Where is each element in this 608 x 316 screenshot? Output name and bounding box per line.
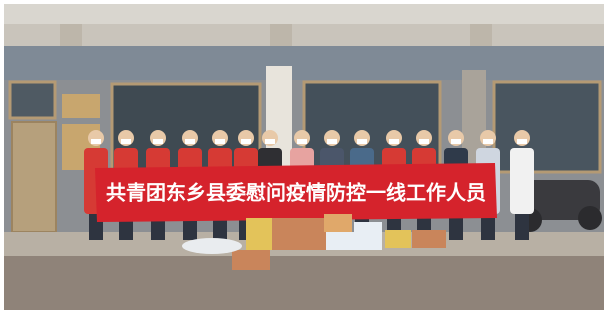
box: [246, 234, 272, 250]
mask: [517, 139, 527, 144]
torso: [510, 148, 534, 214]
box: [326, 232, 382, 250]
page: 共青团东乡县委慰问疫情防控一线工作人员 (() => { const data …: [0, 0, 608, 316]
mask: [297, 139, 307, 144]
mask: [419, 139, 429, 144]
leg: [515, 210, 529, 240]
mask: [215, 139, 225, 144]
banner-text: 共青团东乡县委慰问疫情防控一线工作人员: [106, 181, 486, 205]
mask: [327, 139, 337, 144]
box: [324, 214, 352, 232]
mask: [241, 139, 251, 144]
mask: [483, 139, 493, 144]
bag: [182, 238, 242, 254]
photo: 共青团东乡县委慰问疫情防控一线工作人员: [0, 0, 608, 316]
box: [272, 234, 298, 250]
mask: [153, 139, 163, 144]
mask: [185, 139, 195, 144]
door: [12, 122, 56, 232]
mask: [121, 139, 131, 144]
wheel: [578, 206, 602, 230]
mask: [357, 139, 367, 144]
mask: [265, 139, 275, 144]
window: [10, 82, 55, 118]
box: [354, 222, 382, 234]
roof-eave: [4, 4, 604, 24]
box: [412, 230, 446, 248]
mask: [389, 139, 399, 144]
roof-overhang: [4, 24, 604, 46]
box: [298, 234, 326, 250]
box: [272, 218, 298, 234]
box: [232, 250, 270, 270]
mask: [91, 139, 101, 144]
box: [298, 218, 326, 234]
mask: [451, 139, 461, 144]
ground: [4, 256, 604, 310]
window: [494, 82, 600, 172]
box: [385, 230, 411, 248]
plaque: [62, 94, 100, 118]
box: [246, 218, 272, 234]
upper-wall: [4, 46, 604, 80]
